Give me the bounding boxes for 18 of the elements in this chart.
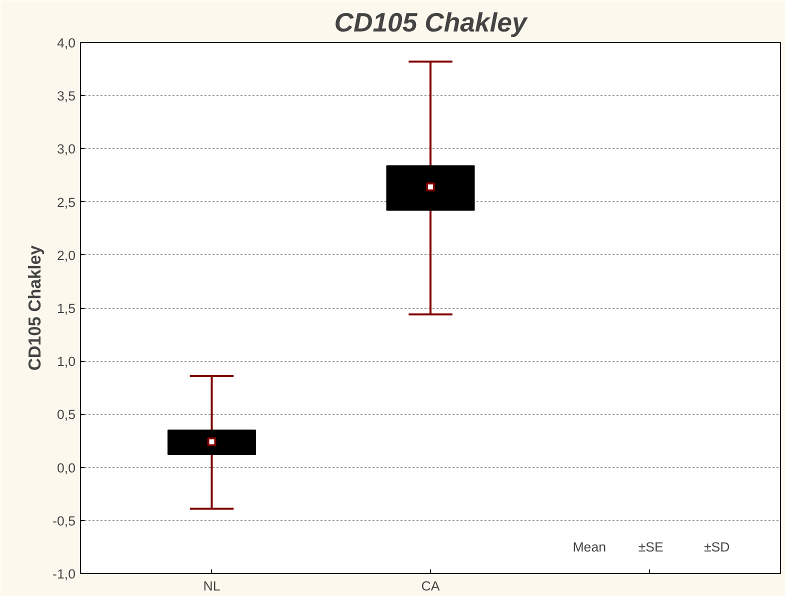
x-tick-label: CA [421, 578, 440, 594]
y-tick-label: 3,0 [56, 142, 76, 157]
text: Mean [572, 539, 606, 554]
y-axis-title: CD105 Chakley [24, 245, 45, 371]
y-tick-label: 1,5 [56, 301, 76, 316]
chart-title: CD105 Chakley [334, 8, 528, 38]
y-tick-label: 0,0 [56, 460, 76, 476]
y-tick-label: 0,5 [56, 407, 76, 422]
y-tick-label: 3,5 [56, 88, 76, 104]
y-tick-label: 4,0 [56, 36, 76, 50]
text: ±SE [638, 539, 664, 554]
x-tick-label: NL [203, 578, 220, 594]
y-tick-label: 2,0 [56, 248, 76, 263]
y-tick-label: -0,5 [52, 513, 76, 528]
y-tick-label: 1,0 [56, 354, 76, 370]
y-tick-label: 2,5 [56, 194, 76, 210]
text: ±SD [704, 539, 730, 554]
y-tick-label: -1,0 [52, 566, 76, 582]
